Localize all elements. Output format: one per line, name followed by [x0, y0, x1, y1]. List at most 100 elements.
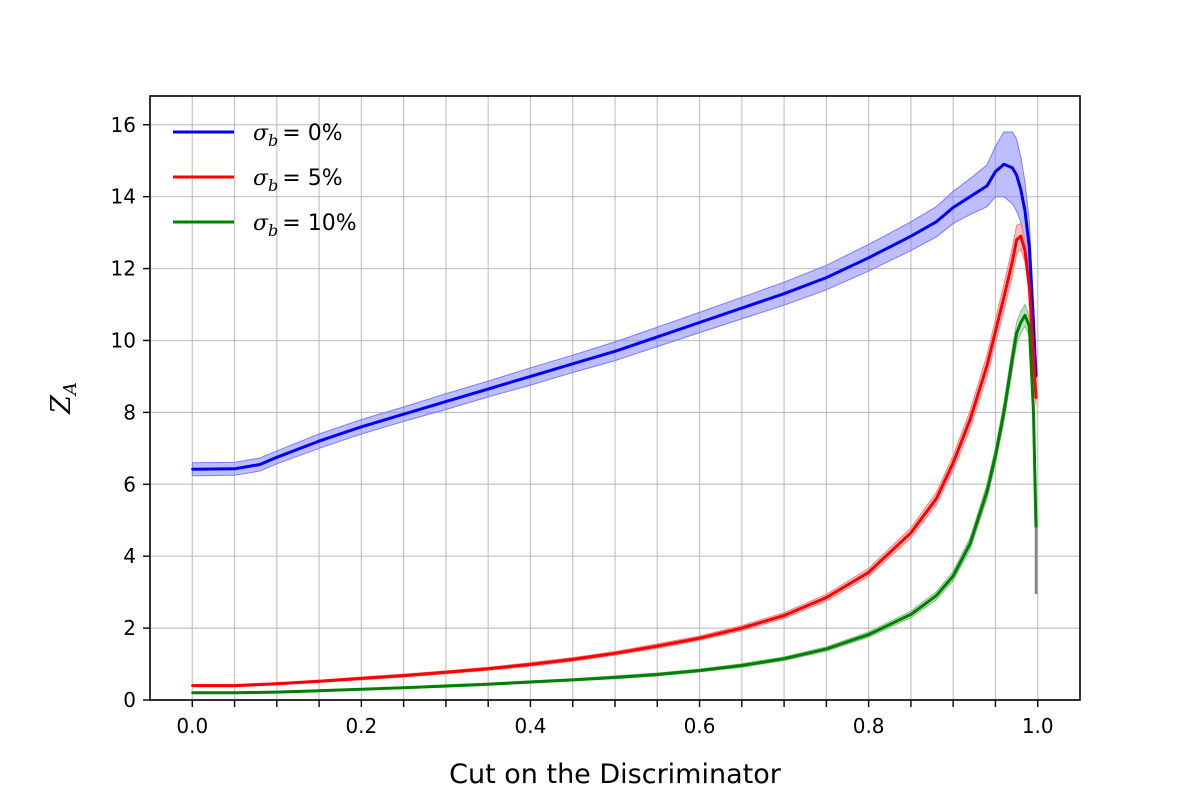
data-point	[360, 425, 363, 428]
legend-label-0: σb = 0%	[253, 121, 343, 150]
data-point	[360, 677, 363, 680]
data-point	[656, 673, 659, 676]
data-point	[740, 306, 743, 310]
data-point	[529, 375, 532, 378]
y-tick-label: 16	[111, 113, 136, 137]
data-point	[935, 497, 938, 500]
data-point	[402, 674, 405, 677]
data-point	[233, 467, 236, 470]
data-point	[317, 689, 321, 692]
data-point	[487, 667, 490, 670]
data-point	[1002, 296, 1006, 299]
y-tick-label: 0	[123, 688, 136, 712]
data-point	[935, 594, 938, 597]
axis-ticks: 0.0 0.2 0.4 0.6 0.8 1.0 0 2 4 6 8 10 12 14 16	[111, 113, 1054, 738]
data-point	[1019, 321, 1022, 324]
data-point	[233, 691, 236, 694]
data-point	[1011, 166, 1014, 170]
series-lines	[191, 162, 1038, 695]
data-point	[1032, 353, 1035, 357]
y-axis-title-main: Z	[46, 394, 77, 415]
data-point	[191, 691, 194, 694]
data-point	[985, 184, 989, 188]
data-point	[782, 657, 786, 660]
y-tick-label: 10	[111, 328, 136, 352]
data-point	[317, 439, 321, 443]
x-tick-label: 0.6	[684, 714, 716, 738]
data-point	[1002, 411, 1006, 414]
data-point	[487, 387, 490, 391]
x-tick-label: 0.2	[345, 714, 377, 738]
x-tick-label: 0.4	[515, 714, 547, 738]
data-point	[571, 362, 574, 365]
data-point	[985, 490, 989, 493]
data-point	[529, 663, 532, 666]
data-point	[529, 680, 532, 684]
data-point	[317, 680, 321, 683]
y-axis-title-subscript: A	[60, 382, 81, 397]
y-tick-label: 4	[123, 544, 136, 568]
data-point	[1019, 188, 1022, 191]
data-point	[1011, 357, 1014, 360]
data-point	[1019, 235, 1022, 238]
x-tick-label: 0.0	[176, 714, 208, 738]
y-tick-label: 12	[111, 257, 136, 281]
y-tick-label: 6	[123, 472, 136, 496]
data-point	[571, 678, 574, 682]
data-point	[935, 220, 938, 223]
legend: σb = 0% σb = 5% σb = 10%	[173, 121, 357, 240]
data-point	[698, 321, 701, 324]
data-point	[1011, 260, 1014, 263]
data-point	[1015, 238, 1018, 241]
data-point	[952, 206, 955, 209]
data-point	[191, 468, 194, 471]
data-point	[740, 626, 743, 630]
data-point	[825, 276, 828, 279]
data-point	[1034, 396, 1038, 400]
y-axis-title: ZA	[46, 382, 81, 415]
data-point	[782, 292, 786, 295]
data-point	[952, 461, 955, 464]
data-point	[994, 170, 997, 173]
data-point	[656, 644, 659, 648]
x-tick-label: 0.8	[853, 714, 885, 738]
data-point	[444, 684, 448, 688]
data-point	[1015, 173, 1018, 177]
data-point	[825, 596, 828, 599]
data-point	[985, 364, 989, 367]
data-point	[867, 633, 870, 636]
data-point	[444, 400, 448, 403]
legend-label-1: σb = 5%	[253, 166, 343, 195]
data-point	[740, 664, 743, 667]
data-point	[1015, 332, 1018, 335]
data-point	[1028, 245, 1031, 249]
data-point	[275, 682, 278, 685]
data-point	[1032, 411, 1035, 414]
data-point	[233, 684, 236, 687]
y-tick-label: 2	[123, 616, 136, 640]
data-point	[613, 676, 617, 679]
data-point	[402, 413, 405, 416]
data-point	[1028, 324, 1031, 328]
data-point	[782, 614, 786, 617]
data-point	[968, 542, 972, 545]
data-point	[968, 195, 972, 198]
data-point	[1023, 314, 1027, 317]
series-line-0	[192, 162, 1038, 471]
data-point	[613, 652, 617, 655]
data-point	[656, 335, 659, 339]
data-point	[487, 683, 490, 686]
data-point	[191, 684, 194, 687]
x-tick-label: 1.0	[1022, 714, 1054, 738]
data-point	[909, 613, 913, 616]
y-tick-label: 14	[111, 185, 136, 209]
data-point	[1002, 163, 1006, 166]
data-point	[1028, 285, 1031, 288]
data-point	[275, 456, 278, 459]
data-point	[698, 637, 701, 640]
data-point	[1023, 249, 1027, 252]
series-band-1	[191, 222, 1037, 688]
data-point	[402, 686, 405, 689]
data-point	[825, 647, 828, 651]
